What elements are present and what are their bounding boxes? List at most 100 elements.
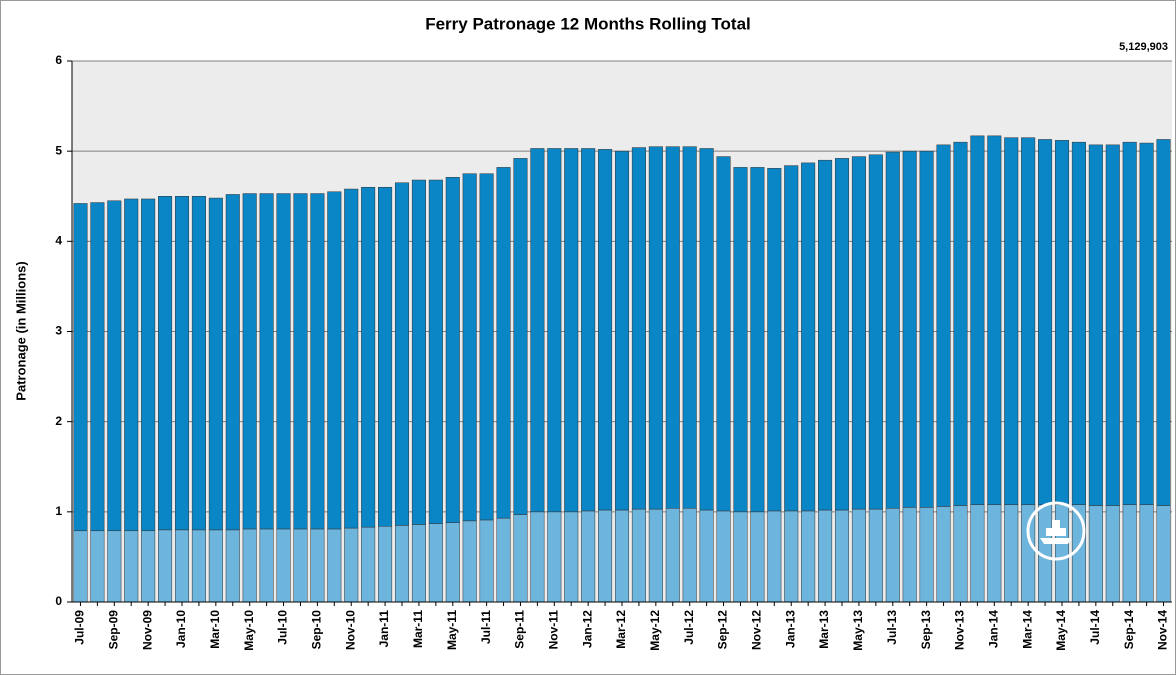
bar-segment — [327, 191, 342, 530]
bar-segment — [73, 530, 88, 603]
bar-segment — [970, 504, 985, 603]
bar-segment — [665, 507, 680, 603]
bar-segment — [276, 193, 291, 530]
bar-segment — [73, 203, 88, 532]
bar-segment — [124, 530, 139, 603]
bar-segment — [1139, 504, 1154, 603]
x-tick-label: Jul-14 — [1088, 610, 1102, 645]
bar-segment — [1021, 504, 1036, 603]
x-tick-label: Nov-13 — [953, 610, 967, 650]
bar-segment — [158, 196, 173, 531]
y-tick-label: 0 — [55, 594, 62, 608]
x-tick-label: Mar-10 — [208, 610, 222, 649]
bar-segment — [141, 198, 156, 532]
bar-segment — [428, 179, 443, 524]
bar-segment — [614, 509, 630, 603]
bar-segment — [479, 173, 494, 521]
x-tick-label: Mar-13 — [817, 610, 831, 649]
bar-segment — [276, 528, 291, 603]
logo-ship — [1040, 520, 1072, 544]
x-tick-label: Nov-09 — [140, 610, 154, 650]
bar-segment — [1156, 139, 1171, 506]
bar-segment — [784, 510, 799, 603]
bar-segment — [834, 158, 850, 511]
bar-segment — [327, 528, 342, 603]
bar-segment — [174, 196, 190, 531]
bar-segment — [310, 528, 325, 603]
bar-segment — [953, 505, 968, 603]
bar-segment — [530, 148, 545, 513]
bar-segment — [699, 148, 714, 511]
bar-segment — [242, 528, 257, 603]
bar-segment — [902, 507, 917, 603]
chart-title: Ferry Patronage 12 Months Rolling Total — [425, 14, 751, 33]
bar-segment — [750, 167, 765, 513]
bar-segment — [902, 150, 917, 508]
bar-segment — [107, 530, 122, 603]
bar-segment — [851, 508, 866, 603]
bar-segment — [208, 197, 223, 531]
bar-segment — [394, 182, 410, 526]
x-tick-label: Sep-11 — [513, 610, 527, 649]
x-tick-label: Jan-10 — [174, 610, 188, 648]
x-tick-label: Jul-13 — [885, 610, 899, 645]
bar-segment — [124, 198, 139, 532]
bar-segment — [378, 526, 393, 603]
bar-segment — [801, 510, 816, 603]
bar-segment — [919, 150, 934, 508]
x-tick-label: Jan-12 — [580, 610, 594, 648]
y-tick-label: 2 — [55, 414, 62, 428]
bar-segment — [885, 151, 900, 509]
y-tick-label: 3 — [55, 324, 62, 338]
bar-segment — [936, 506, 951, 603]
bar-segment — [885, 507, 900, 603]
bar-segment — [970, 135, 985, 505]
marks: 0 1 2 3 4 5 6 Jul-09 Sep-09 Nov-09 Jan-10 Mar-10 May… — [55, 53, 1172, 651]
bar-segment — [648, 508, 663, 603]
bar-segment — [767, 510, 782, 603]
bar-segment — [987, 504, 1002, 603]
x-tick-label: May-13 — [851, 610, 865, 651]
bar-segment — [547, 511, 562, 603]
bar-segment — [530, 511, 545, 603]
x-tick-label: Sep-14 — [1122, 610, 1136, 650]
bar-segment — [1054, 140, 1070, 505]
bar-segment — [1038, 139, 1053, 505]
bar-segment — [225, 194, 240, 531]
bar-segment — [1105, 144, 1120, 506]
bar-segment — [936, 144, 951, 507]
bar-segment — [361, 186, 376, 528]
bar-segment — [631, 147, 646, 510]
logo-ring — [1026, 501, 1086, 561]
bar-segment — [801, 162, 816, 512]
y-tick-label: 5 — [55, 143, 62, 157]
bar-segment — [259, 528, 274, 603]
bar-segment — [445, 177, 460, 523]
bar-segment — [158, 529, 173, 603]
bar-segment — [378, 186, 393, 527]
bar-segment — [242, 193, 257, 530]
bar-segment — [750, 511, 765, 603]
bar-segment — [1122, 141, 1137, 505]
bar-segment — [259, 193, 274, 530]
x-tick-label: Jan-14 — [986, 610, 1000, 648]
bar-segment — [496, 167, 511, 519]
bar-segment — [716, 510, 731, 603]
bar-segment — [1139, 142, 1154, 505]
bar-segment — [682, 146, 697, 509]
bar-segment — [1156, 505, 1171, 603]
bar-segment — [598, 149, 613, 511]
bar-segment — [733, 511, 748, 603]
x-tick-label: Jan-13 — [783, 610, 797, 648]
x-tick-label: Mar-14 — [1020, 610, 1034, 649]
bar-segment — [90, 202, 105, 532]
bar-segment — [834, 509, 850, 603]
x-tick-label: Nov-12 — [750, 610, 764, 650]
bar-segment — [1004, 137, 1019, 505]
bar-segment — [784, 165, 799, 512]
bar-segment — [191, 529, 206, 603]
y-tick-label: 1 — [55, 504, 62, 518]
bar-segment — [987, 135, 1002, 505]
x-tick-label: Nov-11 — [546, 610, 560, 650]
